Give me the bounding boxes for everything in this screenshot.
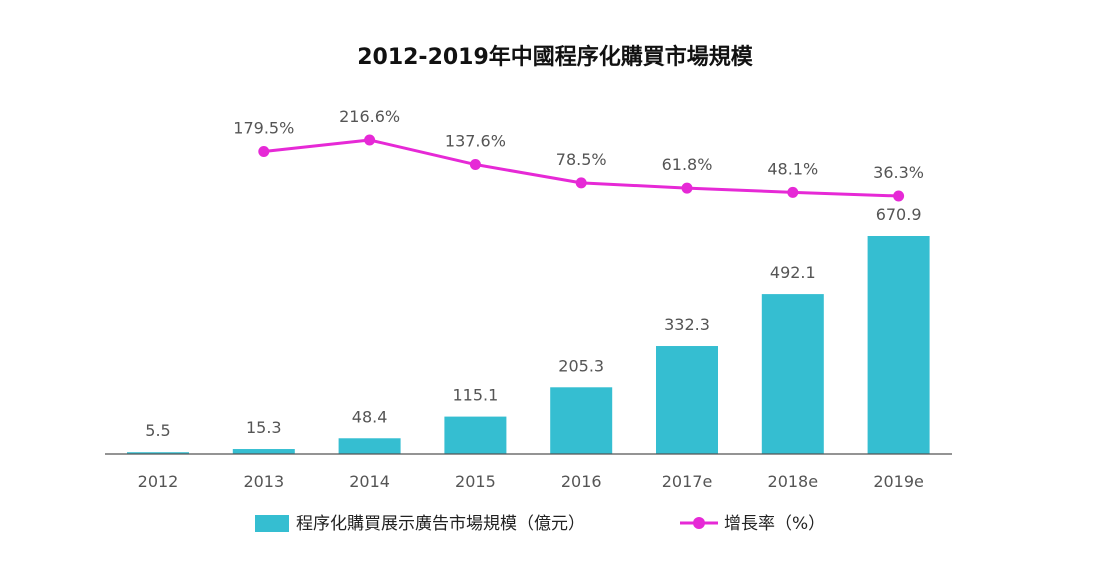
growth-point-2016 — [575, 177, 587, 189]
bar-value-label-2015: 115.1 — [452, 386, 498, 405]
bar-value-label-2013: 15.3 — [246, 418, 282, 437]
legend-bar-label: 程序化購買展示廣告市場規模（億元） — [296, 514, 585, 534]
growth-label-2013: 179.5% — [233, 119, 294, 138]
bar-2013 — [232, 449, 295, 454]
growth-line-layer — [258, 134, 905, 202]
x-tick-2014: 2014 — [349, 472, 390, 491]
legend-line-marker — [693, 517, 705, 529]
growth-point-2015 — [469, 159, 481, 171]
bars-layer — [127, 236, 930, 454]
bar-value-label-2012: 5.5 — [145, 421, 170, 440]
bar-value-label-2016: 205.3 — [558, 356, 604, 375]
growth-point-2018e — [787, 186, 799, 198]
growth-point-2014 — [364, 134, 376, 146]
bar-value-label-2017e: 332.3 — [664, 315, 710, 334]
bar-2018e — [761, 294, 824, 454]
legend-line-label: 增長率（%） — [724, 514, 825, 534]
growth-point-2013 — [258, 146, 270, 158]
bar-2019e — [867, 236, 930, 454]
growth-label-2018e: 48.1% — [767, 159, 818, 178]
bar-2015 — [444, 416, 507, 454]
growth-labels-layer: 179.5% 216.6% 137.6% 78.5% 61.8% 48.1% 36.3% — [233, 107, 924, 182]
bar-value-label-2019e: 670.9 — [876, 205, 922, 224]
bar-value-label-2018e: 492.1 — [770, 263, 816, 282]
x-tick-labels: 2012 2013 2014 2015 2016 2017e 2018e 2019e — [138, 472, 924, 491]
x-tick-2015: 2015 — [455, 472, 496, 491]
bar-2014 — [338, 438, 401, 454]
x-tick-2012: 2012 — [138, 472, 179, 491]
growth-point-2019e — [893, 190, 905, 202]
legend-bar-swatch — [255, 515, 289, 532]
bar-2017e — [656, 346, 718, 454]
x-tick-2018e: 2018e — [768, 472, 819, 491]
bar-labels-layer: 5.5 15.3 48.4 115.1 205.3 332.3 492.1 670.9 — [145, 205, 921, 440]
growth-label-2016: 78.5% — [556, 150, 607, 169]
x-tick-2013: 2013 — [243, 472, 284, 491]
bar-value-label-2014: 48.4 — [352, 407, 388, 426]
bar-2012 — [127, 452, 189, 454]
x-tick-2019e: 2019e — [873, 472, 924, 491]
legend: 程序化購買展示廣告市場規模（億元） 增長率（%） — [255, 514, 825, 534]
growth-label-2015: 137.6% — [445, 132, 506, 151]
growth-point-2017e — [681, 182, 693, 194]
growth-label-2017e: 61.8% — [662, 155, 713, 174]
x-tick-2016: 2016 — [561, 472, 602, 491]
bar-2016 — [550, 387, 613, 454]
x-tick-2017e: 2017e — [662, 472, 713, 491]
chart-title: 2012-2019年中國程序化購買市場規模 — [357, 44, 754, 70]
growth-label-2014: 216.6% — [339, 107, 400, 126]
growth-label-2019e: 36.3% — [873, 163, 924, 182]
